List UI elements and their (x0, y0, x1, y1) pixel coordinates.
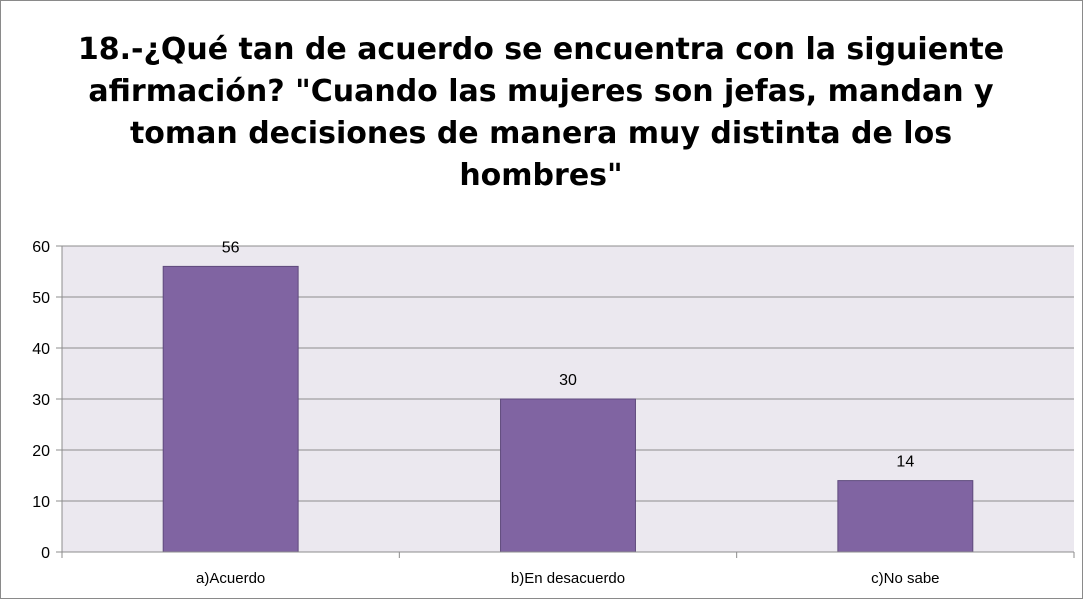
y-tick-label: 60 (32, 239, 50, 256)
y-tick-label: 0 (41, 545, 50, 562)
bar (162, 265, 299, 553)
data-label: 30 (559, 372, 577, 389)
chart-title: 18.-¿Qué tan de acuerdo se encuentra con… (77, 32, 1005, 193)
bars (162, 265, 974, 553)
data-label: 14 (896, 454, 914, 471)
axes: 0 10 20 30 40 50 60 (32, 239, 1075, 562)
y-tick-label: 20 (32, 443, 50, 460)
y-tick-label: 10 (32, 494, 50, 511)
labels: 56 a)Acuerdo 30 b)En desacuerdo 14 c)No sabe (196, 239, 939, 587)
y-tick-label: 40 (32, 341, 50, 358)
data-label: 56 (222, 239, 240, 256)
x-tick-label: a)Acuerdo (196, 570, 265, 587)
bar (500, 398, 636, 553)
y-tick-label: 30 (32, 392, 50, 409)
x-tick-label: c)No sabe (871, 570, 939, 587)
y-tick-label: 50 (32, 290, 50, 307)
bar (837, 480, 974, 553)
x-tick-label: b)En desacuerdo (511, 570, 625, 587)
